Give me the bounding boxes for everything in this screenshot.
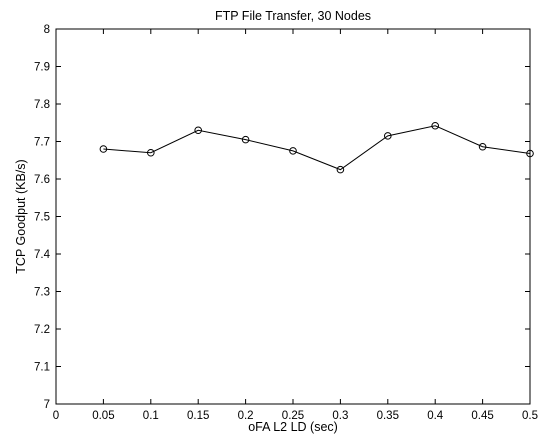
data-point (289, 147, 297, 155)
x-tick-label: 0.3 (332, 410, 348, 422)
x-tick-label: 0.45 (471, 410, 493, 422)
y-axis-label: TCP Goodput (KB/s) (14, 159, 28, 273)
x-tick-label: 0.5 (522, 410, 538, 422)
x-tick-label: 0.4 (427, 410, 444, 422)
series-layer (99, 121, 534, 174)
y-tick-label: 7.5 (34, 212, 50, 224)
y-tick-label: 7 (44, 399, 50, 411)
y-axis-ticks: 7 7.1 7.2 7.3 7.4 7.5 7.6 7.7 7.8 7.9 8 (34, 24, 530, 411)
data-point (194, 126, 202, 135)
x-axis-label: oFA L2 LD (sec) (248, 420, 338, 434)
data-point (241, 135, 250, 144)
y-tick-label: 8 (44, 24, 50, 36)
series-line (103, 125, 531, 171)
data-point (384, 132, 392, 140)
data-point (526, 149, 534, 158)
x-tick-label: 0 (53, 410, 59, 422)
x-tick-label: 0.1 (143, 410, 159, 422)
y-tick-label: 7.4 (34, 249, 51, 261)
data-point (478, 142, 487, 151)
y-tick-label: 7.8 (34, 99, 50, 111)
y-tick-label: 7.3 (34, 287, 50, 299)
x-tick-label: 0.15 (187, 410, 209, 422)
x-tick-label: 0.25 (282, 410, 304, 422)
x-axis-ticks: 0 0.05 0.1 0.15 0.2 0.25 0.3 0.35 0.4 0.45 0.5 (53, 29, 538, 422)
data-point (99, 145, 108, 153)
x-tick-label: 0.35 (377, 410, 399, 422)
data-point (431, 121, 440, 130)
x-tick-label: 0.05 (92, 410, 114, 422)
data-point (147, 148, 155, 157)
chart-title: FTP File Transfer, 30 Nodes (215, 9, 371, 23)
y-tick-label: 7.6 (34, 174, 50, 186)
x-tick-label: 0.2 (238, 410, 254, 422)
y-tick-label: 7.2 (34, 324, 50, 336)
y-tick-label: 7.7 (34, 137, 50, 149)
y-tick-label: 7.9 (34, 62, 50, 74)
y-tick-label: 7.1 (34, 362, 50, 374)
plot-area-frame (55, 28, 531, 405)
data-point (336, 165, 345, 174)
